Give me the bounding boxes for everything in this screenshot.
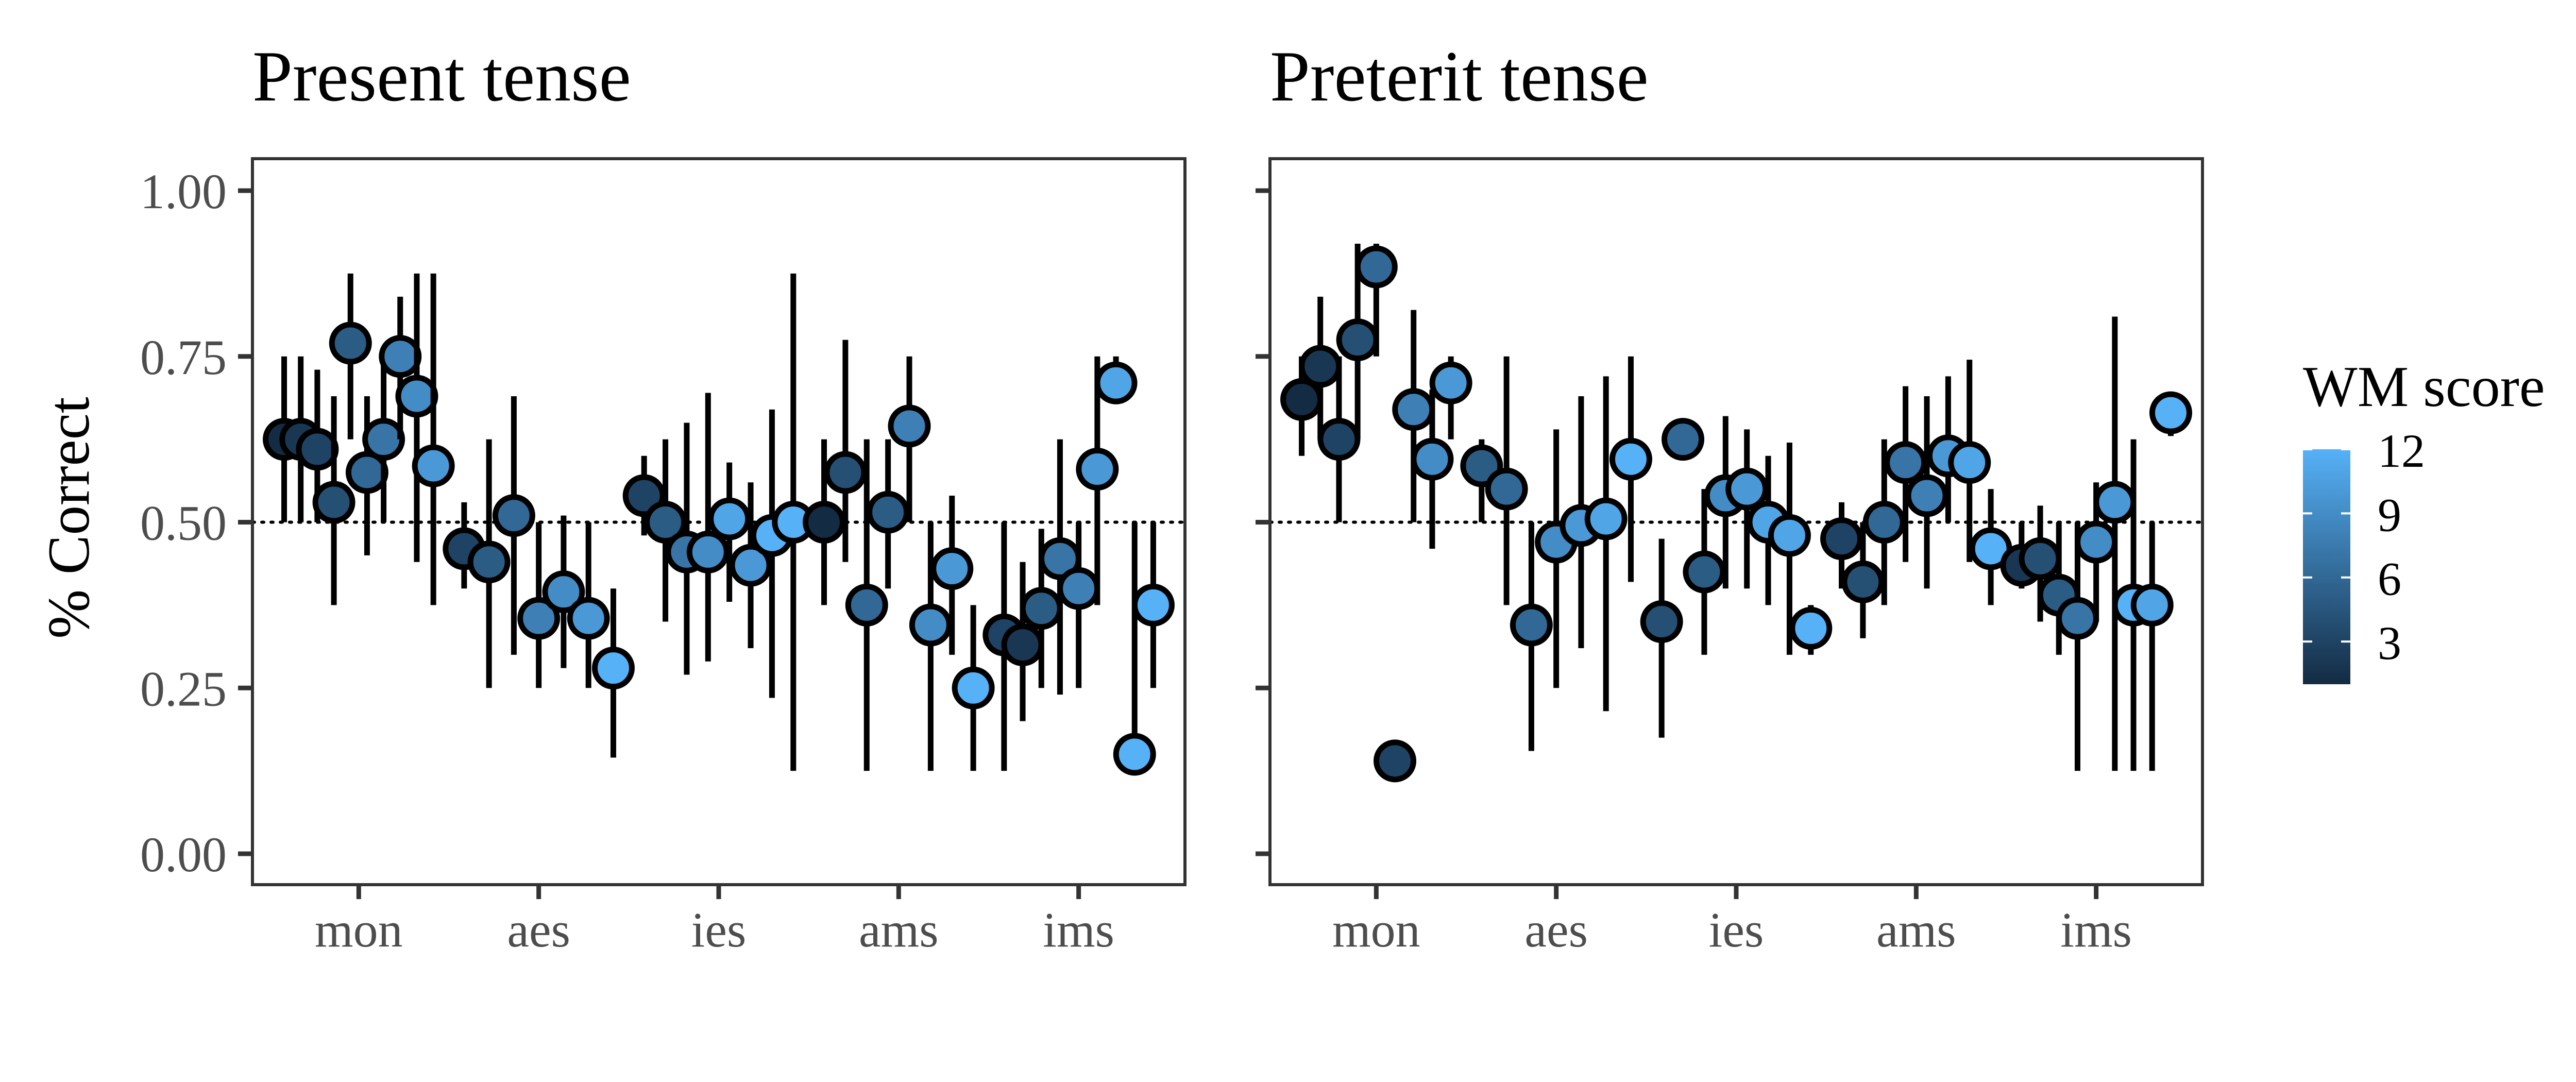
- data-point: [1094, 361, 1138, 404]
- x-tick-label: aes: [507, 902, 570, 957]
- data-point: [1354, 245, 1398, 289]
- x-tick-label: aes: [1524, 902, 1588, 957]
- data-point: [1510, 603, 1553, 647]
- data-point: [329, 322, 372, 365]
- data-point: [296, 428, 339, 471]
- data-point: [312, 481, 355, 524]
- y-tick-label: 1.00: [140, 164, 227, 219]
- x-tick-label: mon: [1332, 902, 1420, 957]
- panels: Present tense 0.00 0.25 0.50 0.75 1.00 mon aes i…: [140, 37, 2204, 957]
- legend-title: WM score: [2303, 355, 2545, 419]
- data-point: [1640, 600, 1683, 644]
- data-point: [803, 501, 846, 544]
- data-point: [412, 444, 455, 487]
- data-point: [1841, 560, 1885, 603]
- data-point: [517, 597, 561, 640]
- data-point: [1789, 606, 1833, 650]
- data-point: [1429, 361, 1472, 404]
- data-point: [1131, 583, 1175, 627]
- data-point: [2093, 481, 2137, 524]
- y-axis-title: % Correct: [36, 397, 101, 638]
- data-point: [2056, 597, 2099, 640]
- data-point: [1609, 437, 1652, 481]
- data-point: [1057, 567, 1100, 610]
- data-point: [1884, 441, 1927, 484]
- data-point: [362, 418, 405, 461]
- colorbar: [2303, 449, 2350, 684]
- data-point: [1076, 448, 1119, 491]
- data-point: [1020, 587, 1063, 630]
- data-point: [824, 451, 867, 494]
- panel-title: Present tense: [252, 37, 631, 116]
- legend-tick-label: 12: [2378, 425, 2425, 477]
- legend-tick-label: 6: [2378, 553, 2401, 605]
- panel-2: Preterit tense mon aes ies ams ims: [1256, 37, 2204, 957]
- legend: WM score 12 9 6 3: [2303, 355, 2545, 684]
- y-tick-label: 0.25: [140, 661, 227, 716]
- data-point: [1001, 623, 1044, 667]
- data-point: [1411, 437, 1454, 481]
- data-point: [952, 666, 995, 709]
- data-point: [867, 491, 910, 534]
- data-point: [930, 547, 974, 590]
- data-point: [1299, 345, 1342, 388]
- data-point: [1905, 474, 1948, 517]
- data-point: [686, 530, 730, 573]
- data-point: [2019, 537, 2062, 580]
- x-tick-label: ims: [2060, 902, 2132, 957]
- panel-1: Present tense 0.00 0.25 0.50 0.75 1.00 mon aes i…: [140, 37, 1187, 957]
- data-point: [395, 375, 438, 418]
- data-point: [1683, 550, 1726, 594]
- panel-title: Preterit tense: [1270, 37, 1649, 116]
- data-point: [1584, 497, 1628, 540]
- data-point: [1374, 739, 1417, 783]
- data-point: [2075, 520, 2118, 564]
- data-point: [542, 570, 585, 614]
- data-point: [492, 494, 535, 537]
- data-point: [567, 597, 610, 640]
- data-point: [1725, 467, 1769, 511]
- y-tick-label: 0.00: [140, 827, 227, 882]
- x-tick-label: ams: [859, 902, 939, 957]
- data-point: [1820, 517, 1863, 561]
- legend-ticks: 12 9 6 3: [2303, 425, 2425, 669]
- x-tick-label: ams: [1876, 902, 1956, 957]
- x-tick-label: ies: [1709, 902, 1764, 957]
- x-tick-label: ims: [1043, 902, 1114, 957]
- x-tick-label: ies: [691, 902, 747, 957]
- legend-tick-label: 9: [2378, 488, 2401, 541]
- data-point: [845, 583, 888, 627]
- data-point: [1113, 733, 1156, 776]
- data-point: [1336, 318, 1379, 362]
- panel-border: [251, 157, 1187, 886]
- data-point: [2130, 583, 2174, 627]
- data-point: [1392, 388, 1435, 431]
- data-point: [1317, 418, 1361, 461]
- data-point: [1862, 501, 1906, 544]
- data-point: [591, 647, 635, 690]
- data-point: [2149, 391, 2192, 434]
- data-point: [888, 404, 931, 448]
- y-tick-label: 0.75: [140, 330, 227, 385]
- data-point: [708, 497, 751, 540]
- y-tick-label: 0.50: [140, 496, 227, 551]
- data-point: [909, 603, 952, 647]
- x-tick-label: mon: [315, 902, 403, 957]
- data-point: [1662, 418, 1705, 461]
- panel-border: [1268, 157, 2204, 886]
- data-point: [1768, 514, 1811, 557]
- data-point: [379, 335, 422, 378]
- legend-tick-label: 3: [2378, 617, 2401, 669]
- data-point: [1948, 441, 1991, 484]
- data-point: [1485, 467, 1528, 511]
- data-point: [467, 540, 511, 584]
